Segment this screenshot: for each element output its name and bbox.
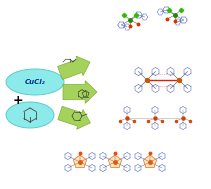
Polygon shape xyxy=(58,106,91,129)
Ellipse shape xyxy=(6,102,54,128)
Polygon shape xyxy=(58,56,90,80)
Ellipse shape xyxy=(6,69,64,95)
Polygon shape xyxy=(108,155,122,168)
Text: CuCl₂: CuCl₂ xyxy=(25,79,45,85)
Polygon shape xyxy=(73,155,87,168)
Polygon shape xyxy=(143,155,157,168)
Text: +: + xyxy=(13,94,23,106)
Polygon shape xyxy=(63,81,97,103)
